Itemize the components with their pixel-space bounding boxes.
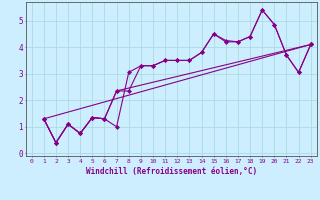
X-axis label: Windchill (Refroidissement éolien,°C): Windchill (Refroidissement éolien,°C)	[86, 167, 257, 176]
